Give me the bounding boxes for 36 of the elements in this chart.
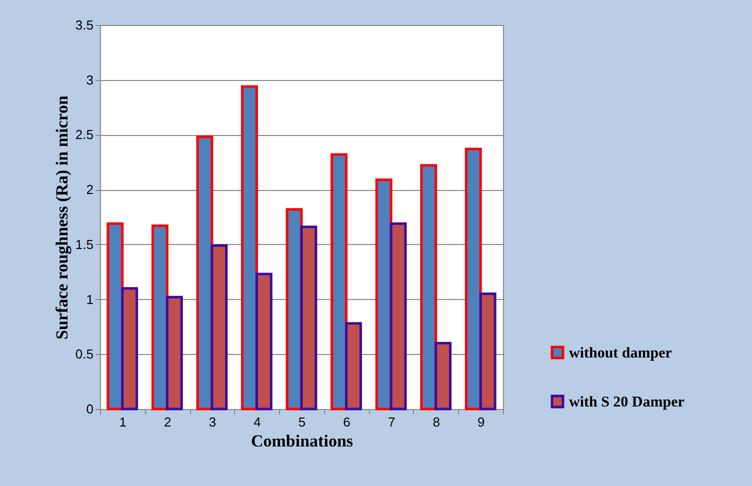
bar (121, 287, 138, 410)
x-tick-label: 4 (254, 414, 261, 430)
x-tick-label: 6 (343, 414, 350, 430)
bar (151, 224, 168, 410)
bar (345, 322, 362, 410)
y-tick-label: 0.5 (75, 346, 94, 362)
x-tick-label: 8 (432, 414, 440, 430)
bar (166, 296, 183, 410)
bar (330, 153, 348, 410)
x-tick-label: 5 (298, 414, 306, 430)
y-axis-title: Surface roughness (Ra) in micron (52, 94, 72, 340)
bar (464, 148, 482, 410)
y-tick-label: 0 (86, 402, 94, 416)
bar (420, 164, 438, 410)
bar (390, 222, 407, 410)
y-tick-label: 2.5 (75, 127, 94, 142)
y-tick-label: 1.5 (75, 236, 94, 252)
y-tick-label: 2 (86, 182, 94, 198)
bar (434, 342, 452, 410)
y-tick-label: 3.5 (75, 18, 94, 32)
bar (241, 85, 258, 410)
bar (106, 222, 124, 410)
x-tick-label: 7 (388, 414, 396, 430)
bar (210, 244, 228, 410)
bar (300, 226, 318, 410)
y-tick-label: 1 (86, 292, 94, 307)
legend-label: without damper (569, 346, 672, 362)
bar (479, 292, 496, 410)
bar (255, 272, 272, 410)
x-tick-label: 9 (477, 414, 485, 430)
x-tick-label: 3 (208, 414, 216, 430)
x-tick-label: 1 (119, 414, 127, 430)
x-tick-label: 2 (164, 414, 172, 430)
legend-label: with S 20 Damper (569, 394, 685, 410)
x-axis-title: Combinations (250, 432, 354, 450)
y-tick-label: 3 (86, 72, 94, 88)
